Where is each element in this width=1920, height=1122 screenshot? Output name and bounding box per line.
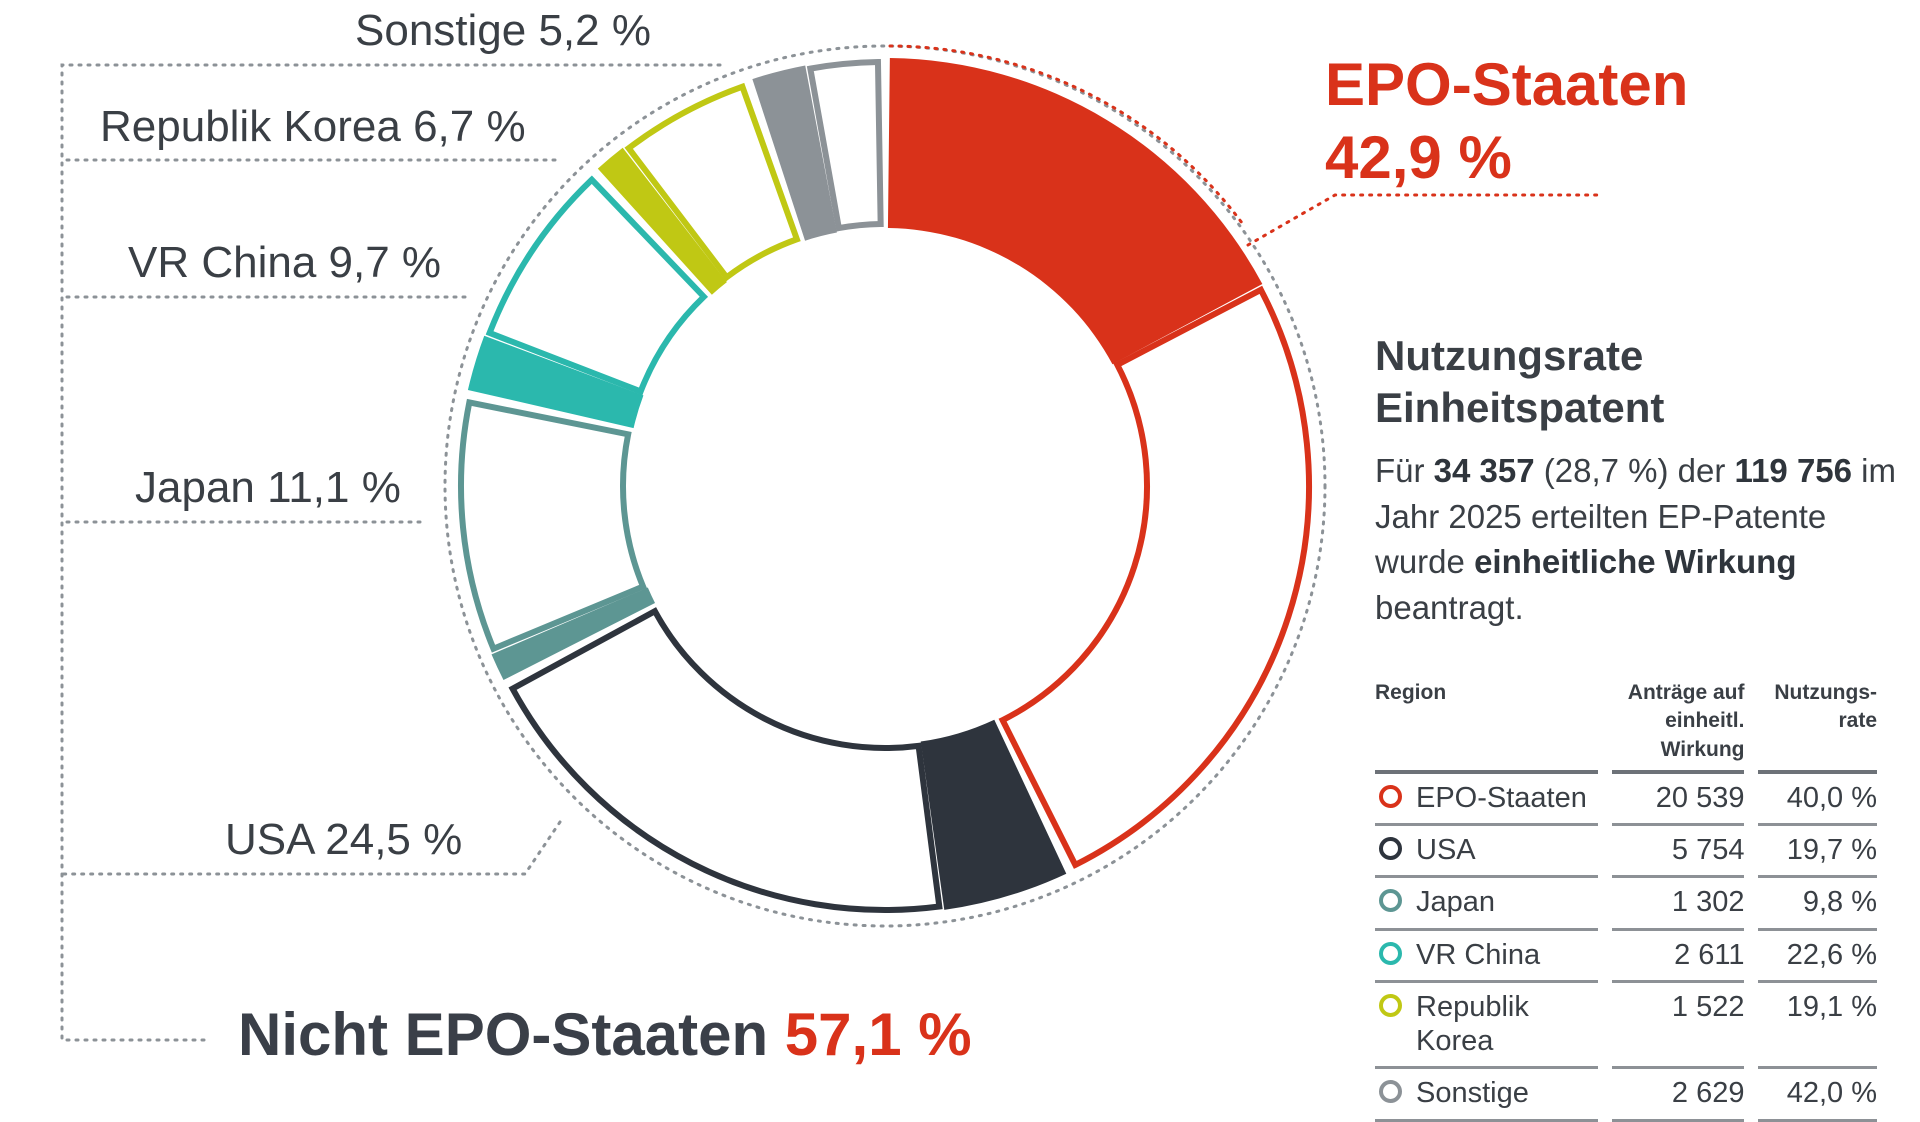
region-label: EPO-Staaten [1416, 781, 1587, 815]
info-text-1: Für [1375, 452, 1434, 489]
label-usa: USA 24,5 % [225, 815, 462, 865]
table-row: USA 5 75419,7 % [1375, 826, 1877, 878]
label-japan: Japan 11,1 % [135, 463, 401, 513]
table-row: Republik Korea 1 52219,1 % [1375, 983, 1877, 1069]
label-sonstige: Sonstige 5,2 % [355, 6, 651, 56]
cell-rate: 42,0 % [1758, 1069, 1877, 1121]
legend-ring-icon [1379, 785, 1402, 808]
info-text: Für 34 357 (28,7 %) der 119 756 im Jahr … [1375, 448, 1905, 630]
region-label: USA [1416, 833, 1476, 867]
epo-name: EPO-Staaten [1325, 48, 1688, 121]
slice-epo-staaten-unused [1003, 290, 1309, 865]
legend-ring-icon [1379, 837, 1402, 860]
cell-antraege: 5 754 [1612, 826, 1745, 878]
info-bold-1: 34 357 [1434, 452, 1535, 489]
label-korea: Republik Korea 6,7 % [100, 102, 526, 152]
non-epo-name: Nicht EPO-Staaten [238, 1001, 768, 1068]
cell-region: VR China [1375, 931, 1598, 983]
cell-region: Republik Korea [1375, 983, 1598, 1069]
leader-epo-line [1248, 195, 1600, 245]
table-row: VR China 2 61122,6 % [1375, 931, 1877, 983]
cell-antraege: 1 302 [1612, 878, 1745, 930]
non-epo-pct: 57,1 % [785, 1001, 972, 1068]
cell-rate: 40,0 % [1758, 774, 1877, 826]
legend-ring-icon [1379, 889, 1402, 912]
info-heading-line2: Einheitspatent [1375, 382, 1664, 434]
table-row: EPO-Staaten 20 53940,0 % [1375, 774, 1877, 826]
cell-rate: 19,1 % [1758, 983, 1877, 1069]
cell-region: USA [1375, 826, 1598, 878]
info-bold-2: 119 756 [1735, 452, 1852, 489]
legend-ring-icon [1379, 942, 1402, 965]
info-text-4: beantragt. [1375, 589, 1524, 626]
info-bold-3: einheitliche Wirkung [1474, 543, 1796, 580]
cell-antraege: 20 539 [1612, 774, 1745, 826]
region-label: Japan [1416, 885, 1495, 919]
header-rate: Nutzungs-rate [1758, 675, 1877, 774]
infographic: Sonstige 5,2 % Republik Korea 6,7 % VR C… [0, 0, 1920, 1080]
table-row: Sonstige 2 62942,0 % [1375, 1069, 1877, 1121]
region-label: VR China [1416, 938, 1540, 972]
cell-rate: 9,8 % [1758, 878, 1877, 930]
legend-ring-icon [1379, 994, 1402, 1017]
usage-table: Region Anträge auf einheitl. Wirkung Nut… [1361, 675, 1891, 1122]
cell-region: EPO-Staaten [1375, 774, 1598, 826]
cell-antraege: 1 522 [1612, 983, 1745, 1069]
info-text-2: (28,7 %) der [1535, 452, 1735, 489]
cell-antraege: 2 611 [1612, 931, 1745, 983]
cell-region: Sonstige [1375, 1069, 1598, 1121]
header-region: Region [1375, 675, 1598, 774]
legend-ring-icon [1379, 1080, 1402, 1103]
epo-pct: 42,9 % [1325, 121, 1688, 194]
info-heading-line1: Nutzungsrate [1375, 330, 1664, 382]
non-epo-title: Nicht EPO-Staaten 57,1 % [238, 1000, 972, 1069]
slice-usa-unused [513, 611, 940, 910]
cell-region: Japan [1375, 878, 1598, 930]
epo-title: EPO-Staaten 42,9 % [1325, 48, 1688, 194]
label-china: VR China 9,7 % [128, 238, 441, 288]
region-label: Republik Korea [1416, 990, 1546, 1058]
header-antraege: Anträge auf einheitl. Wirkung [1612, 675, 1745, 774]
cell-antraege: 2 629 [1612, 1069, 1745, 1121]
cell-rate: 19,7 % [1758, 826, 1877, 878]
info-heading: Nutzungsrate Einheitspatent [1375, 330, 1664, 434]
region-label: Sonstige [1416, 1076, 1529, 1110]
cell-rate: 22,6 % [1758, 931, 1877, 983]
table-row: Japan 1 3029,8 % [1375, 878, 1877, 930]
